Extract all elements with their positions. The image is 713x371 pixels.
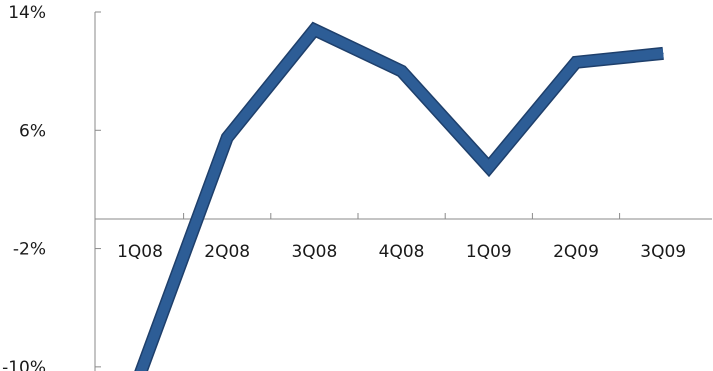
series (140, 29, 664, 371)
x-axis-ticks (184, 213, 620, 219)
y-axis-ticks (95, 12, 101, 367)
data-point (401, 71, 402, 72)
x-tick-label: 1Q09 (466, 242, 512, 262)
x-tick-label: 3Q09 (640, 242, 686, 262)
data-point (663, 53, 664, 54)
x-tick-label: 2Q09 (553, 242, 599, 262)
x-axis-labels: 1Q08 2Q08 3Q08 4Q08 1Q09 2Q09 3Q09 (117, 242, 686, 262)
x-tick-label: 1Q08 (117, 242, 163, 262)
series-line (140, 30, 663, 371)
x-tick-label: 2Q08 (204, 242, 250, 262)
y-axis-labels: 14% 6% -2% -10% (2, 3, 46, 371)
y-tick-label: 14% (8, 3, 46, 23)
data-point (227, 137, 228, 138)
y-tick-label: -10% (2, 358, 46, 371)
data-point (488, 167, 489, 168)
series-line-outline (140, 30, 663, 371)
y-tick-label: 6% (19, 121, 46, 141)
x-tick-label: 3Q08 (291, 242, 337, 262)
data-point (576, 62, 577, 63)
y-tick-label: -2% (13, 240, 46, 260)
data-point (314, 29, 315, 30)
x-tick-label: 4Q08 (379, 242, 425, 262)
